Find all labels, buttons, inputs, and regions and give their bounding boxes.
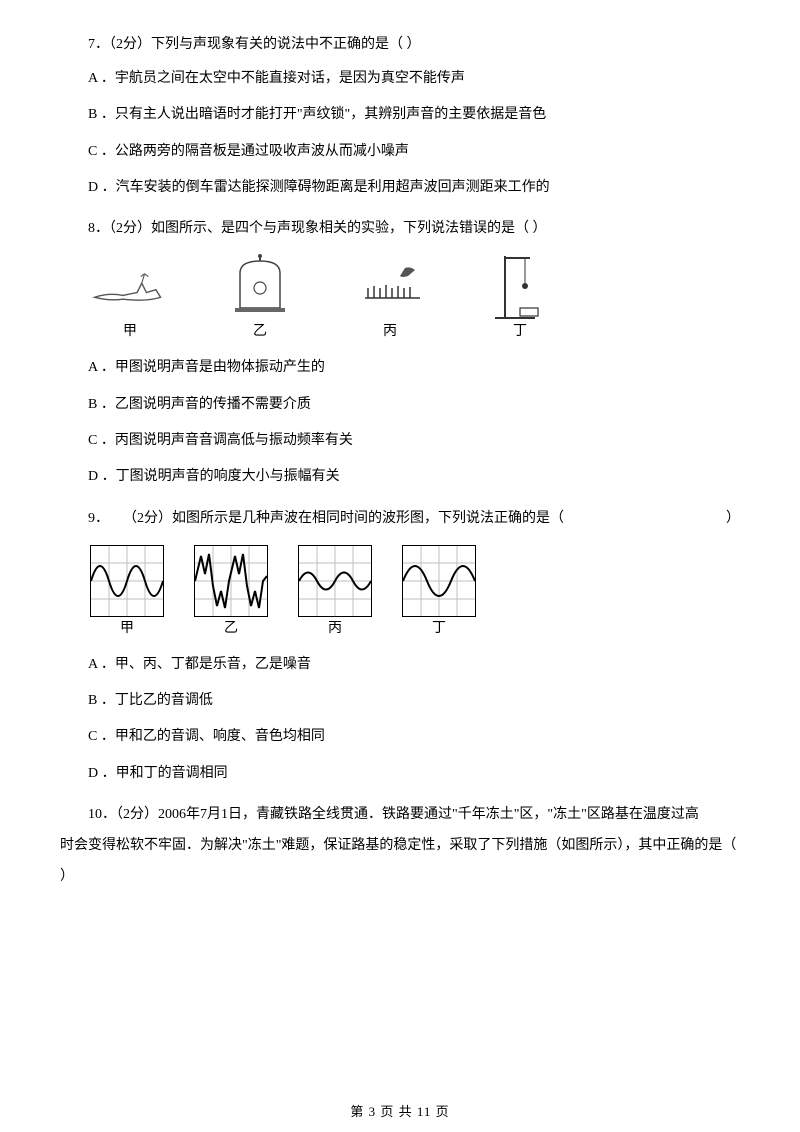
q8-stem: 如图所示、是四个与声现象相关的实验，下列说法错误的是（ ） bbox=[151, 221, 547, 236]
q8-option-c: C ．丙图说明声音音调高低与振动频率有关 bbox=[60, 423, 740, 459]
q8-figure-row: 甲 乙 bbox=[90, 255, 740, 340]
q8-option-d: D ．丁图说明声音的响度大小与振幅有关 bbox=[60, 459, 740, 495]
q9-option-d: D ．甲和丁的音调相同 bbox=[60, 756, 740, 792]
pendulum-stand-icon bbox=[480, 255, 560, 315]
question-10: 10．（2分）2006年7月1日，青藏铁路全线贯通．铁路要通过"千年冻土"区，"… bbox=[60, 800, 740, 892]
q7-stem-line: 7．（2分）下列与声现象有关的说法中不正确的是（ ） bbox=[60, 30, 740, 61]
q9-points: （2分） bbox=[130, 511, 172, 526]
q8-option-b: B ．乙图说明声音的传播不需要介质 bbox=[60, 387, 740, 423]
question-7: 7．（2分）下列与声现象有关的说法中不正确的是（ ） A ．宇航员之间在太空中不… bbox=[60, 30, 740, 206]
q10-stem-close: ） bbox=[60, 862, 740, 893]
waveform-bing-icon bbox=[298, 545, 372, 617]
q8-option-a: A ．甲图说明声音是由物体振动产生的 bbox=[60, 350, 740, 386]
q9-stem: 如图所示是几种声波在相同时间的波形图，下列说法正确的是（ bbox=[172, 511, 564, 526]
q10-stem-line2: 时会变得松软不牢固．为解决"冻土"难题，保证路基的稳定性，采取了下列措施（如图所… bbox=[60, 838, 736, 853]
q9-wave-label-2: 丙 bbox=[328, 617, 342, 637]
question-9: 9． （2分）如图所示是几种声波在相同时间的波形图，下列说法正确的是（ ） 甲 bbox=[60, 504, 740, 792]
q7-option-a: A ．宇航员之间在太空中不能直接对话，是因为真空不能传声 bbox=[60, 61, 740, 97]
q10-number: 10． bbox=[88, 807, 116, 822]
q9-wave-row: 甲 乙 丙 bbox=[90, 545, 740, 637]
q7-stem: 下列与声现象有关的说法中不正确的是（ ） bbox=[151, 37, 421, 52]
q9-option-c: C ．甲和乙的音调、响度、音色均相同 bbox=[60, 719, 740, 755]
q8-figure-ding: 丁 bbox=[480, 255, 560, 340]
q8-figure-yi: 乙 bbox=[220, 255, 300, 340]
q7-option-b: B ．只有主人说出暗语时才能打开"声纹锁"，其辨别声音的主要依据是音色 bbox=[60, 97, 740, 133]
comb-card-icon bbox=[350, 255, 430, 315]
q9-stem-line: 9． （2分）如图所示是几种声波在相同时间的波形图，下列说法正确的是（ ） bbox=[60, 504, 740, 535]
q8-figure-jia: 甲 bbox=[90, 255, 170, 340]
q9-stem-close: ） bbox=[698, 504, 740, 535]
q10-points: （2分） bbox=[116, 807, 158, 822]
q8-fig-label-3: 丁 bbox=[513, 320, 527, 340]
waveform-yi-icon bbox=[194, 545, 268, 617]
q8-fig-label-1: 乙 bbox=[253, 320, 267, 340]
page-footer: 第 3 页 共 11 页 bbox=[0, 1101, 800, 1120]
q8-figure-bing: 丙 bbox=[350, 255, 430, 340]
q9-wave-jia: 甲 bbox=[90, 545, 164, 637]
q9-wave-yi: 乙 bbox=[194, 545, 268, 637]
q9-option-a: A ．甲、丙、丁都是乐音，乙是噪音 bbox=[60, 647, 740, 683]
question-8: 8．（2分）如图所示、是四个与声现象相关的实验，下列说法错误的是（ ） 甲 bbox=[60, 214, 740, 495]
q7-number: 7． bbox=[88, 37, 109, 52]
q7-points: （2分） bbox=[109, 37, 151, 52]
q8-number: 8． bbox=[88, 221, 109, 236]
q9-wave-ding: 丁 bbox=[402, 545, 476, 637]
q7-option-c: C ．公路两旁的隔音板是通过吸收声波从而减小噪声 bbox=[60, 134, 740, 170]
q10-stem-para: 10．（2分）2006年7月1日，青藏铁路全线贯通．铁路要通过"千年冻土"区，"… bbox=[60, 800, 740, 831]
q7-option-d: D ．汽车安装的倒车雷达能探测障碍物距离是利用超声波回声测距来工作的 bbox=[60, 170, 740, 206]
q8-fig-label-2: 丙 bbox=[383, 320, 397, 340]
bell-jar-icon bbox=[220, 255, 300, 315]
q9-wave-label-1: 乙 bbox=[224, 617, 238, 637]
q9-wave-label-0: 甲 bbox=[120, 617, 134, 637]
q8-fig-label-0: 甲 bbox=[123, 320, 137, 340]
q10-stem-line2-wrap: 时会变得松软不牢固．为解决"冻土"难题，保证路基的稳定性，采取了下列措施（如图所… bbox=[60, 831, 740, 862]
q9-wave-bing: 丙 bbox=[298, 545, 372, 637]
exam-page: 7．（2分）下列与声现象有关的说法中不正确的是（ ） A ．宇航员之间在太空中不… bbox=[0, 0, 800, 1132]
q9-option-b: B ．丁比乙的音调低 bbox=[60, 683, 740, 719]
q10-stem-line1: 2006年7月1日，青藏铁路全线贯通．铁路要通过"千年冻土"区，"冻土"区路基在… bbox=[158, 807, 699, 822]
tuning-fork-icon bbox=[90, 255, 170, 315]
q9-wave-label-3: 丁 bbox=[432, 617, 446, 637]
waveform-ding-icon bbox=[402, 545, 476, 617]
q9-number: 9． bbox=[88, 511, 102, 526]
q8-points: （2分） bbox=[109, 221, 151, 236]
waveform-jia-icon bbox=[90, 545, 164, 617]
q8-stem-line: 8．（2分）如图所示、是四个与声现象相关的实验，下列说法错误的是（ ） bbox=[60, 214, 740, 245]
